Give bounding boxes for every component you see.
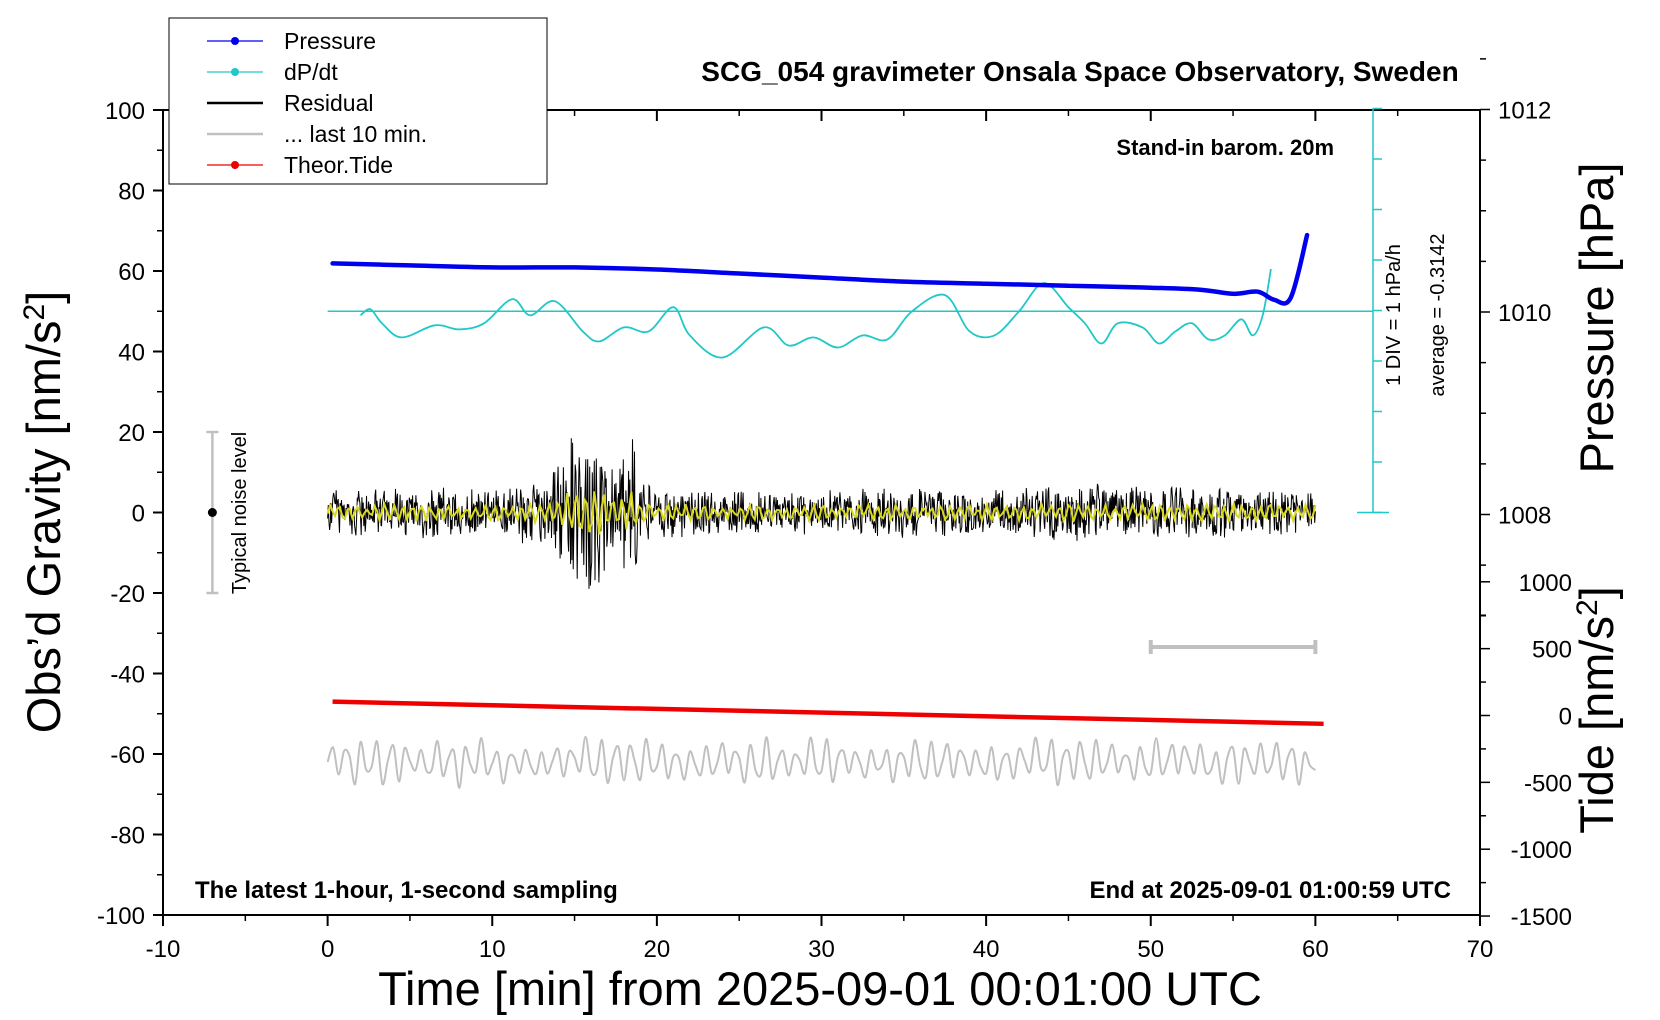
y-tick-label: 60 (118, 259, 145, 286)
tide-tick-label: 500 (1532, 637, 1572, 664)
dpdt-line (359, 268, 1272, 359)
noise-level-label: Typical noise level (229, 432, 251, 594)
legend-label: Theor.Tide (284, 152, 393, 178)
pressure-line (330, 232, 1310, 306)
theoretical-tide-line (332, 699, 1324, 727)
last-10-min-line (326, 735, 1317, 789)
x-tick-label: 30 (808, 936, 835, 963)
average-note: average = -0.3142 (1427, 234, 1449, 397)
legend: Pressure dP/dt Residual ... last 10 min. The… (168, 17, 548, 185)
y-tick-label: 20 (118, 420, 145, 447)
tide-tick-label: -1500 (1511, 904, 1572, 931)
x-tick-label: 40 (973, 936, 1000, 963)
x-tick-label: 10 (479, 936, 506, 963)
y-tick-label: 40 (118, 340, 145, 367)
tide-tick-label: -1000 (1511, 837, 1572, 864)
legend-label: Residual (284, 90, 374, 116)
x-tick-label: 60 (1302, 936, 1329, 963)
sampling-note: The latest 1-hour, 1-second sampling (195, 877, 618, 904)
x-tick-label: 0 (321, 936, 334, 963)
end-time-note: End at 2025-09-01 01:00:59 UTC (1090, 877, 1452, 904)
y-tick-label: -100 (97, 903, 145, 930)
tide-tick-label: 0 (1559, 704, 1572, 731)
legend-marker (231, 68, 239, 76)
div-scale-note: 1 DIV = 1 hPa/h (1383, 244, 1405, 386)
y-tick-label: -40 (110, 662, 145, 689)
y-tick-label: 100 (105, 98, 145, 125)
chart-title: SCG_054 gravimeter Onsala Space Observat… (701, 56, 1458, 87)
x-tick-label: 20 (644, 936, 671, 963)
y-tick-label: -20 (110, 581, 145, 608)
residual-smoothed-line (326, 491, 1317, 535)
y-tick-label: -60 (110, 742, 145, 769)
pressure-tick-label: 1010 (1498, 300, 1551, 327)
tide-tick-label: -500 (1524, 770, 1572, 797)
pressure-tick-label: 1008 (1498, 503, 1551, 530)
data-series (206, 107, 1389, 789)
x-tick-label: 50 (1137, 936, 1164, 963)
x-axis-label: Time [min] from 2025-09-01 00:01:00 UTC (378, 962, 1262, 1015)
legend-label: dP/dt (284, 59, 338, 85)
legend-label: Pressure (284, 28, 376, 54)
noise-level-dot (207, 508, 217, 517)
x-tick-label: -10 (146, 936, 181, 963)
legend-box (168, 17, 548, 185)
y-axis-label: Obs’d Gravity [nm/s2] (17, 291, 70, 733)
legend-label: ... last 10 min. (284, 121, 427, 147)
tide-tick-label: 1000 (1519, 570, 1572, 597)
y-tick-label: 0 (132, 501, 145, 528)
y-tick-label: 80 (118, 179, 145, 206)
x-tick-label: 70 (1467, 936, 1494, 963)
pressure-axis-label: Pressure [hPa] (1570, 163, 1623, 474)
legend-marker (231, 37, 239, 45)
axis-ticks: -10 0 10 20 30 40 50 60 70100806040200-20-40-60-… (97, 58, 1572, 963)
legend-marker (231, 161, 239, 169)
y-tick-label: -80 (110, 823, 145, 850)
tide-axis-label: Tide [nm/s2] (1570, 586, 1623, 833)
pressure-tick-label: 1012 (1498, 98, 1551, 125)
stand-in-barometer-note: Stand-in barom. 20m (1116, 135, 1334, 160)
